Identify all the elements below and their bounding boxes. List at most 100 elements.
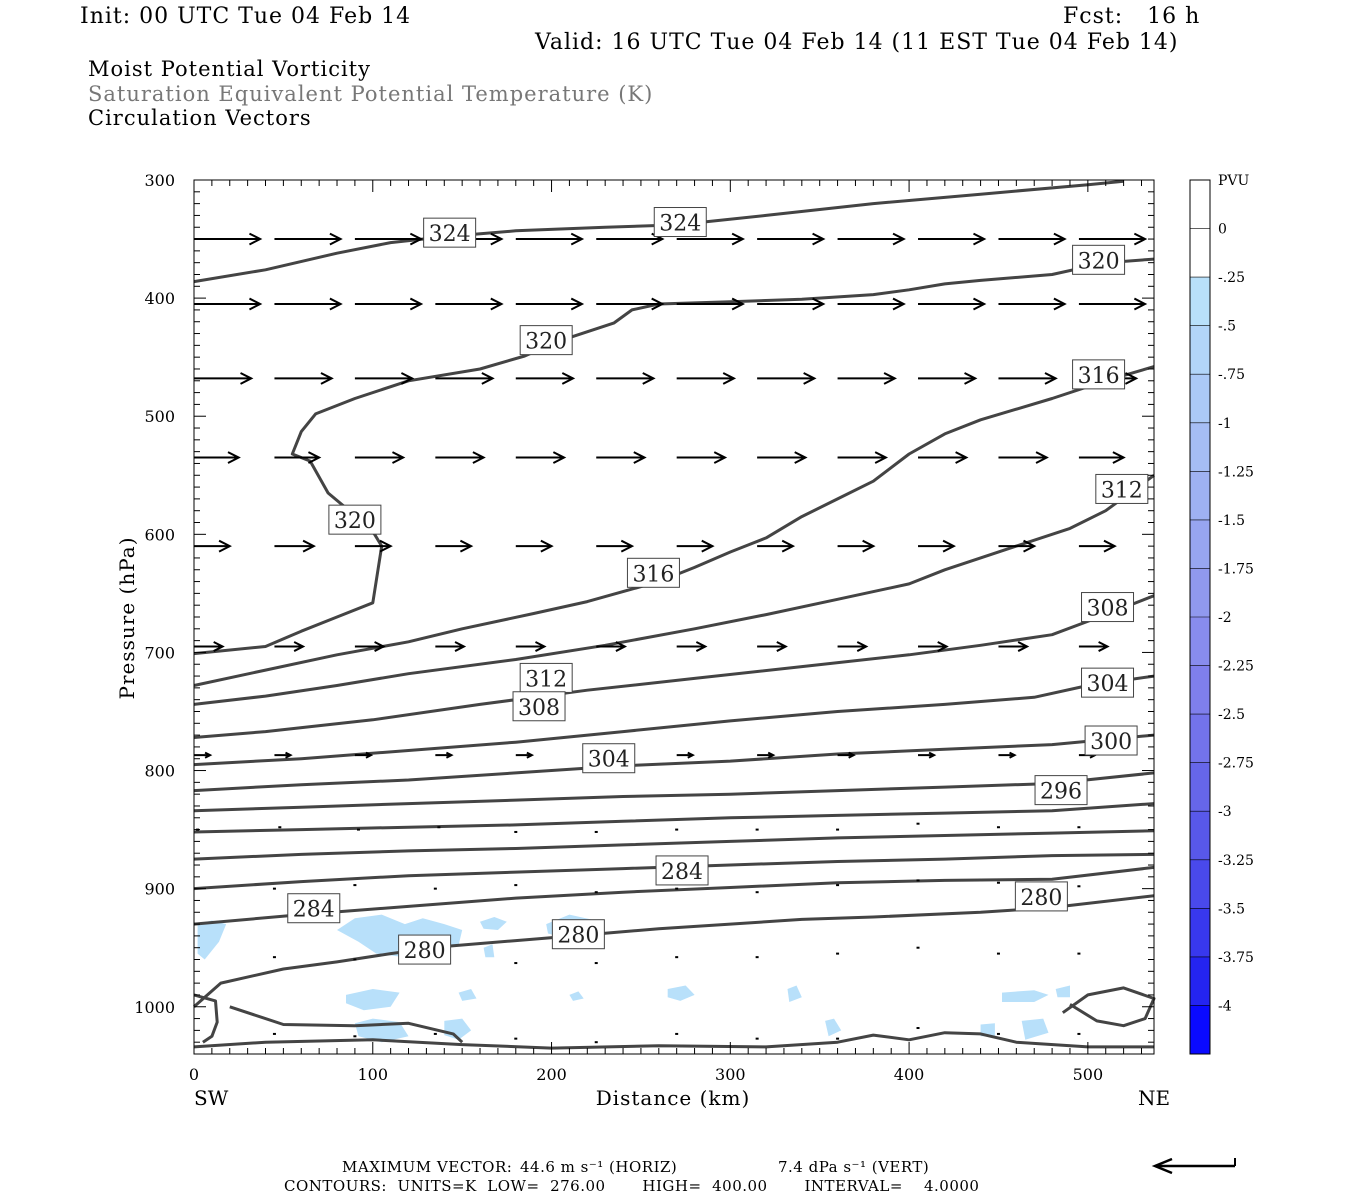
colorbar-segment <box>1190 228 1210 278</box>
circulation-arrow-icon <box>757 372 817 385</box>
sw-end-label: SW <box>194 1086 229 1110</box>
circulation-arrow-icon <box>515 751 535 759</box>
colorbar-segment <box>1190 325 1210 375</box>
colorbar-segment <box>1190 714 1210 764</box>
circulation-arrow-icon <box>515 297 585 311</box>
theta-es-contours <box>193 179 1156 1050</box>
circulation-arrow-icon <box>596 641 628 652</box>
contour-label-text: 312 <box>525 667 567 692</box>
circulation-arrow-icon <box>757 641 788 652</box>
y-tick-label: 800 <box>144 762 175 781</box>
colorbar-label: -1.5 <box>1218 513 1245 529</box>
circulation-arrow-icon <box>918 297 987 311</box>
pv-patch <box>980 1023 995 1037</box>
vector-dot <box>836 884 840 887</box>
forecast-hour: Fcst: 16 h <box>1063 4 1201 29</box>
vector-dot <box>514 884 518 887</box>
contour-line <box>193 674 1155 767</box>
circulation-arrow-icon <box>676 372 737 385</box>
y-tick-label: 500 <box>144 407 175 426</box>
circulation-arrow-icon <box>757 539 796 553</box>
ne-end-label: NE <box>1138 1086 1170 1110</box>
contour-label-text: 308 <box>518 696 560 721</box>
vector-dot <box>755 956 759 959</box>
vector-dot <box>996 1032 1000 1035</box>
max-vector-label: MAXIMUM VECTOR: <box>342 1158 513 1176</box>
circulation-arrow-icon <box>194 372 254 385</box>
pv-patch <box>1055 985 1070 998</box>
contour-label: 296 <box>1034 775 1088 806</box>
contour-label-text: 320 <box>1078 249 1120 274</box>
vector-dot <box>272 887 276 890</box>
circulation-arrow-icon <box>998 751 1017 759</box>
contour-label-text: 280 <box>557 924 599 949</box>
circulation-arrow-icon <box>435 297 504 311</box>
circulation-arrow-icon <box>515 232 585 246</box>
vector-dot <box>433 887 437 890</box>
circulation-arrow-icon <box>435 751 454 759</box>
contour-label: 312 <box>1095 473 1149 504</box>
circulation-arrow-icon <box>1078 297 1148 311</box>
circulation-arrow-icon <box>998 232 1067 246</box>
circulation-arrow-icon <box>515 539 554 553</box>
colorbar-label: -.75 <box>1218 367 1245 383</box>
circulation-arrow-icon <box>1078 641 1110 652</box>
colorbar-segment <box>1190 665 1210 715</box>
contour-label-text: 316 <box>1078 364 1120 389</box>
circulation-arrow-icon <box>354 451 406 464</box>
vector-dot <box>514 962 518 965</box>
contour-label: 312 <box>519 662 573 693</box>
contours-info: CONTOURS: UNITS=K LOW= 276.00 HIGH= 400.… <box>284 1177 980 1195</box>
contour-label: 320 <box>328 504 382 535</box>
circulation-arrow-icon <box>837 372 897 385</box>
colorbar-segment <box>1190 568 1210 618</box>
circulation-arrow-icon <box>354 372 415 385</box>
circulation-arrow-icon <box>274 297 343 311</box>
pv-patch <box>480 917 507 930</box>
colorbar-label: -2.5 <box>1218 707 1245 723</box>
contour-label-text: 284 <box>661 860 703 885</box>
vector-dot <box>1077 885 1081 888</box>
pv-patch <box>458 989 477 1001</box>
circulation-arrow-icon <box>194 297 263 311</box>
circulation-arrow-icon <box>596 297 665 311</box>
circulation-arrow-icon <box>515 451 567 464</box>
circulation-arrow-icon <box>354 641 386 652</box>
circulation-arrow-icon <box>274 539 316 553</box>
vector-dot <box>916 1027 920 1030</box>
contour-label-text: 280 <box>1020 886 1062 911</box>
pv-patch <box>1021 1018 1049 1040</box>
vector-dot <box>916 879 920 882</box>
circulation-arrow-icon <box>1078 539 1117 553</box>
circulation-arrow-icon <box>515 641 547 652</box>
contour-label-text: 296 <box>1040 780 1082 805</box>
contour-label: 324 <box>653 207 707 238</box>
y-tick-label: 900 <box>144 880 175 899</box>
circulation-arrow-icon <box>837 297 906 311</box>
colorbar-label: -1.75 <box>1218 561 1254 577</box>
contour-label-text: 320 <box>525 330 567 355</box>
colorbar-label: -2.25 <box>1218 659 1254 675</box>
field-title-vectors: Circulation Vectors <box>88 106 312 130</box>
circulation-arrow-icon <box>918 641 949 652</box>
vector-dot <box>433 1032 437 1035</box>
circulation-arrow-icon <box>194 751 213 759</box>
colorbar-segment <box>1190 908 1210 958</box>
circulation-arrow-icon <box>837 641 869 652</box>
vector-dot <box>1077 952 1081 955</box>
contour-label: 308 <box>512 691 566 722</box>
contour-label: 280 <box>398 934 452 965</box>
x-tick-label: 0 <box>189 1065 199 1084</box>
vector-dot <box>272 1032 276 1035</box>
vector-dot <box>437 826 441 829</box>
colorbar-segment <box>1190 180 1210 230</box>
colorbar-segment <box>1190 859 1210 909</box>
circulation-arrow-icon <box>757 232 826 246</box>
y-tick-label: 700 <box>144 643 175 662</box>
circulation-arrow-icon <box>274 751 293 759</box>
vector-dot <box>675 1032 679 1035</box>
colorbar-title: PVU <box>1218 173 1250 189</box>
vector-dot <box>594 1041 598 1044</box>
pv-patch <box>787 985 802 1002</box>
colorbar-label: -3.75 <box>1218 950 1254 966</box>
